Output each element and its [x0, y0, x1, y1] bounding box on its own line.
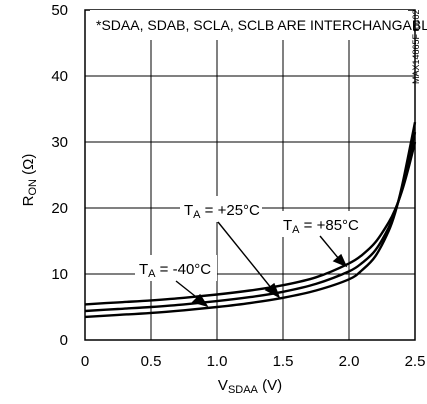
- leader-line-m40c: [175, 280, 201, 301]
- x-tick-label: 0: [81, 353, 89, 370]
- y-tick-label: 0: [60, 332, 68, 349]
- series-label-m40c: TA = -40°C: [139, 261, 211, 280]
- figure-code: MAX14865F toc02: [411, 9, 421, 84]
- arrowhead-m40c: [191, 293, 209, 308]
- y-tick-label: 50: [51, 2, 68, 19]
- arrowhead-25c: [264, 282, 281, 299]
- x-tick-label: 1.5: [273, 353, 294, 370]
- y-tick-label: 40: [51, 68, 68, 85]
- series-lines: [84, 121, 417, 319]
- y-tick-labels: 0 10 20 30 40 50: [51, 2, 68, 349]
- x-axis-title: VSDAA (V): [218, 377, 282, 396]
- leader-line-85c: [319, 235, 340, 260]
- y-axis-title: RON (Ω): [20, 154, 39, 207]
- arrowhead-85c: [332, 253, 348, 268]
- leader-line-25c: [217, 221, 273, 290]
- leader-arrows: [175, 221, 348, 308]
- x-tick-label: 0.5: [141, 353, 162, 370]
- x-tick-label: 2.5: [405, 353, 426, 370]
- series-label-bg: [278, 211, 366, 237]
- y-tick-label: 30: [51, 134, 68, 151]
- series-label-bg: [180, 196, 262, 222]
- y-tick-label: 10: [51, 266, 68, 283]
- note-background: [90, 10, 408, 40]
- series-line-2: [84, 121, 417, 319]
- x-tick-label: 1.0: [207, 353, 228, 370]
- chart-note: *SDAA, SDAB, SCLA, SCLB ARE INTERCHANGAB…: [96, 17, 427, 33]
- series-label-85c: TA = +85°C: [283, 217, 359, 236]
- y-tick-label: 20: [51, 200, 68, 217]
- series-label-25c: TA = +25°C: [184, 202, 260, 221]
- x-tick-label: 2.0: [339, 353, 360, 370]
- series-label-bg: [135, 255, 217, 281]
- x-tick-labels: 0 0.5 1.0 1.5 2.0 2.5: [81, 353, 426, 370]
